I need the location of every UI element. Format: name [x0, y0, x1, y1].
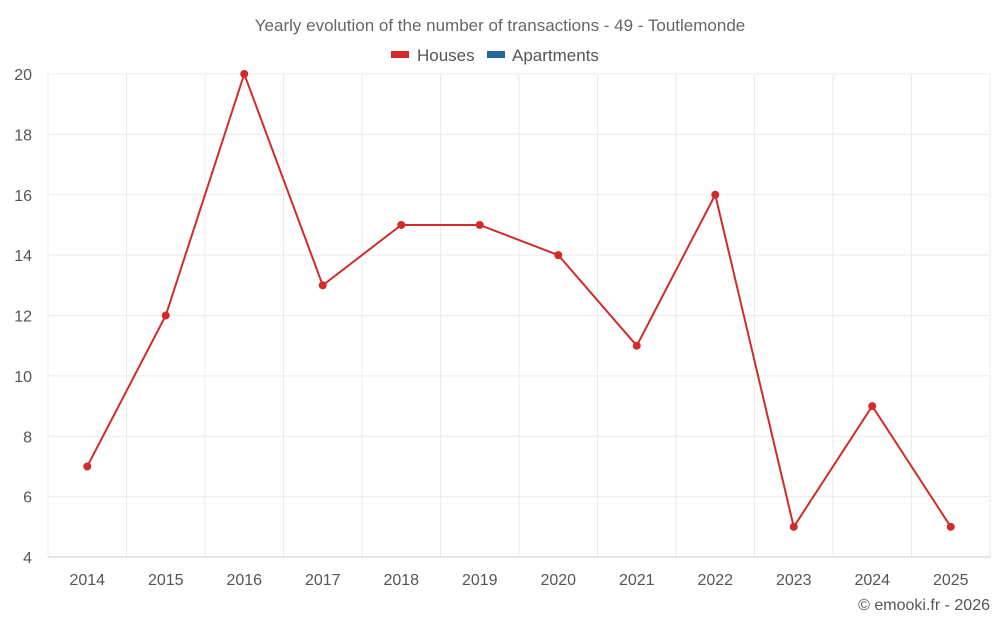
y-tick-label-20: 20	[14, 67, 32, 84]
data-point-houses-2020[interactable]	[554, 251, 563, 260]
legend-label-houses: Houses	[417, 46, 475, 65]
y-axis-tick-labels: 4 6 8 10 12 14 16 18 20	[14, 67, 32, 567]
y-tick-label-4: 4	[23, 550, 32, 567]
x-tick-label-2025: 2025	[933, 572, 969, 589]
legend-swatch-houses	[391, 51, 409, 58]
x-tick-label-2018: 2018	[383, 572, 419, 589]
legend-label-apartments: Apartments	[512, 46, 599, 65]
legend-swatch-apartments	[487, 51, 505, 58]
vertical-gridlines	[47, 74, 991, 557]
x-tick-label-2019: 2019	[462, 572, 498, 589]
x-tick-label-2020: 2020	[540, 572, 576, 589]
data-point-houses-2023[interactable]	[789, 522, 798, 531]
data-point-houses-2022[interactable]	[711, 190, 720, 199]
series-layer	[83, 70, 955, 531]
data-point-houses-2014[interactable]	[83, 462, 92, 471]
data-point-houses-2015[interactable]	[161, 311, 170, 320]
data-point-houses-2024[interactable]	[868, 402, 877, 411]
y-tick-label-10: 10	[14, 369, 32, 386]
y-tick-label-14: 14	[14, 248, 32, 265]
data-point-houses-2018[interactable]	[397, 220, 406, 229]
data-point-houses-2019[interactable]	[475, 220, 484, 229]
x-tick-label-2015: 2015	[148, 572, 184, 589]
data-point-houses-2025[interactable]	[946, 522, 955, 531]
y-tick-label-16: 16	[14, 188, 32, 205]
y-tick-label-6: 6	[23, 490, 32, 507]
x-tick-label-2016: 2016	[226, 572, 262, 589]
x-axis-tick-labels: 2014 2015 2016 2017 2018 2019 2020 2021 2022 2023…	[69, 572, 968, 589]
x-tick-label-2024: 2024	[854, 572, 890, 589]
y-tick-label-12: 12	[14, 309, 32, 326]
chart-title: Yearly evolution of the number of transa…	[255, 16, 745, 35]
legend-item-houses[interactable]: Houses	[391, 46, 475, 65]
y-tick-label-18: 18	[14, 127, 32, 144]
legend-item-apartments[interactable]: Apartments	[487, 46, 599, 65]
y-tick-label-8: 8	[23, 429, 32, 446]
data-point-houses-2017[interactable]	[318, 281, 327, 290]
x-tick-label-2023: 2023	[776, 572, 812, 589]
legend: Houses Apartments	[391, 46, 599, 65]
x-tick-label-2017: 2017	[305, 572, 341, 589]
data-point-houses-2016[interactable]	[240, 70, 249, 78]
x-tick-label-2014: 2014	[69, 572, 105, 589]
x-tick-label-2022: 2022	[697, 572, 733, 589]
data-point-houses-2021[interactable]	[632, 341, 641, 350]
x-tick-label-2021: 2021	[619, 572, 655, 589]
series-line-houses	[86, 70, 952, 530]
copyright-text: © emooki.fr - 2026	[858, 597, 990, 614]
